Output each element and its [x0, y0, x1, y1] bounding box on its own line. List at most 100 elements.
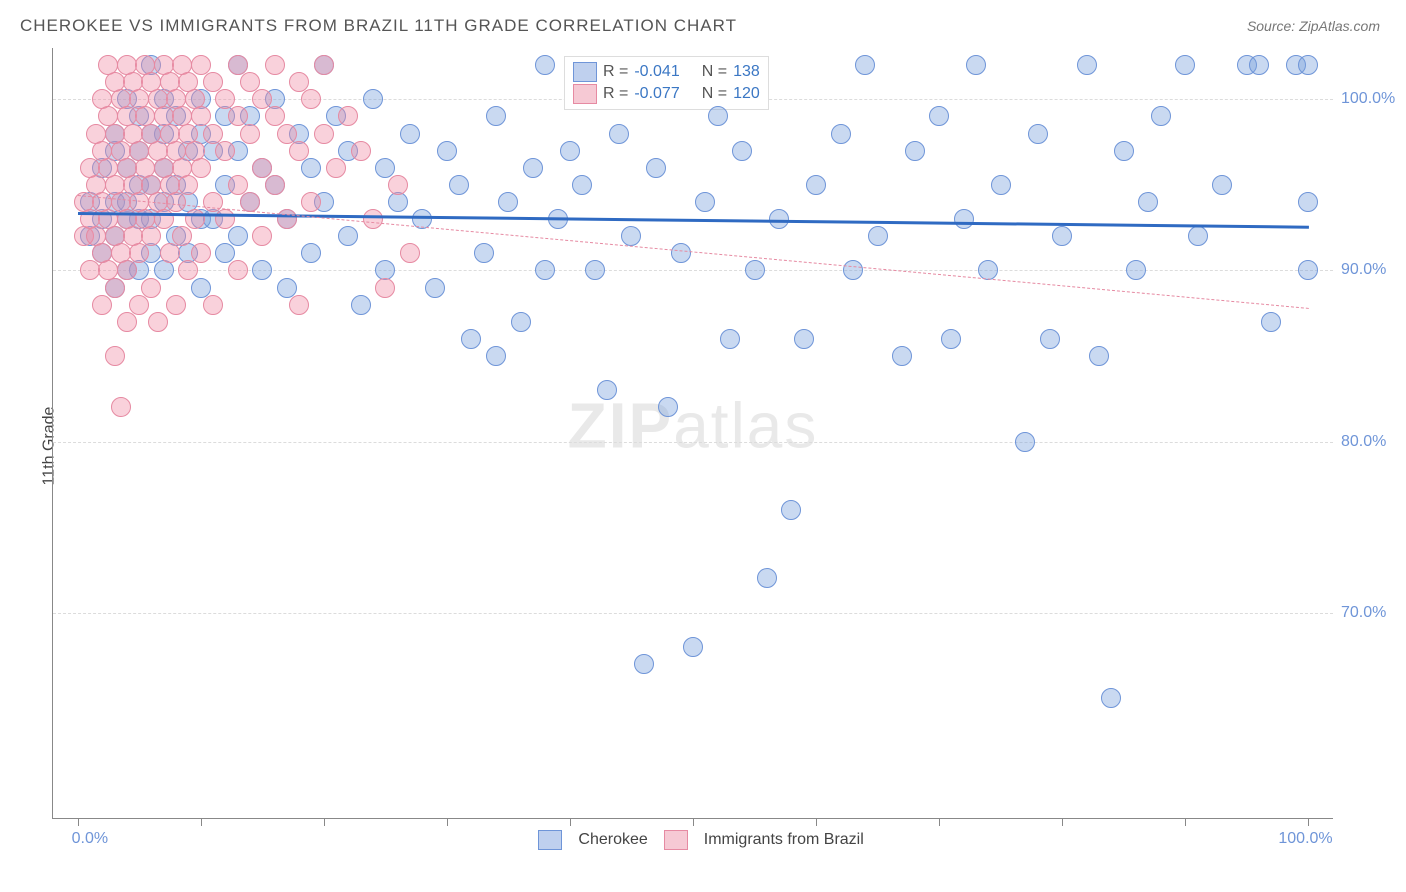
swatch-brazil — [664, 830, 688, 850]
data-point-cherokee — [929, 106, 949, 126]
data-point-cherokee — [941, 329, 961, 349]
data-point-cherokee — [301, 158, 321, 178]
data-point-brazil — [92, 295, 112, 315]
correlation-legend: R = -0.041 N = 138 R = -0.077 N = 120 — [564, 56, 769, 110]
data-point-cherokee — [757, 568, 777, 588]
watermark-bold: ZIP — [568, 390, 674, 462]
data-point-brazil — [363, 209, 383, 229]
trend-line-brazil — [78, 195, 1309, 309]
x-tick — [693, 818, 694, 826]
y-tick-label: 90.0% — [1341, 261, 1406, 279]
data-point-brazil — [314, 124, 334, 144]
data-point-cherokee — [597, 380, 617, 400]
data-point-cherokee — [781, 500, 801, 520]
data-point-cherokee — [1028, 124, 1048, 144]
n-label: N = — [702, 63, 727, 81]
data-point-cherokee — [1298, 55, 1318, 75]
data-point-brazil — [301, 89, 321, 109]
data-point-brazil — [166, 192, 186, 212]
data-point-cherokee — [535, 55, 555, 75]
x-tick — [447, 818, 448, 826]
brazil-r-value: -0.077 — [634, 85, 679, 103]
cherokee-n-value: 138 — [733, 63, 760, 81]
data-point-cherokee — [363, 89, 383, 109]
data-point-brazil — [277, 209, 297, 229]
data-point-cherokee — [905, 141, 925, 161]
swatch-cherokee — [538, 830, 562, 850]
data-point-cherokee — [634, 654, 654, 674]
data-point-brazil — [191, 158, 211, 178]
y-tick-label: 100.0% — [1341, 90, 1406, 108]
data-point-cherokee — [683, 637, 703, 657]
data-point-brazil — [215, 141, 235, 161]
data-point-brazil — [400, 243, 420, 263]
brazil-n-value: 120 — [733, 85, 760, 103]
r-label: R = — [603, 63, 628, 81]
data-point-brazil — [166, 295, 186, 315]
x-tick — [939, 818, 940, 826]
data-point-cherokee — [523, 158, 543, 178]
x-tick — [1185, 818, 1186, 826]
data-point-cherokee — [1249, 55, 1269, 75]
data-point-cherokee — [991, 175, 1011, 195]
x-tick-label: 0.0% — [72, 830, 108, 848]
data-point-brazil — [148, 312, 168, 332]
data-point-cherokee — [486, 106, 506, 126]
data-point-brazil — [265, 175, 285, 195]
data-point-cherokee — [1175, 55, 1195, 75]
data-point-cherokee — [646, 158, 666, 178]
data-point-brazil — [228, 260, 248, 280]
data-point-brazil — [289, 141, 309, 161]
data-point-cherokee — [1040, 329, 1060, 349]
x-tick — [816, 818, 817, 826]
data-point-cherokee — [1298, 192, 1318, 212]
data-point-brazil — [338, 106, 358, 126]
y-tick-label: 70.0% — [1341, 604, 1406, 622]
x-tick — [78, 818, 79, 826]
data-point-brazil — [388, 175, 408, 195]
data-point-cherokee — [191, 278, 211, 298]
data-point-brazil — [117, 260, 137, 280]
data-point-cherokee — [1212, 175, 1232, 195]
data-point-brazil — [252, 89, 272, 109]
r-label: R = — [603, 85, 628, 103]
data-point-cherokee — [855, 55, 875, 75]
data-point-cherokee — [375, 158, 395, 178]
data-point-brazil — [203, 124, 223, 144]
x-tick — [1308, 818, 1309, 826]
data-point-cherokee — [1261, 312, 1281, 332]
data-point-brazil — [289, 295, 309, 315]
legend-row-cherokee: R = -0.041 N = 138 — [573, 61, 760, 83]
data-point-cherokee — [831, 124, 851, 144]
data-point-brazil — [141, 226, 161, 246]
data-point-brazil — [203, 72, 223, 92]
data-point-cherokee — [498, 192, 518, 212]
n-label: N = — [702, 85, 727, 103]
x-tick — [1062, 818, 1063, 826]
data-point-cherokee — [1114, 141, 1134, 161]
data-point-cherokee — [461, 329, 481, 349]
cherokee-r-value: -0.041 — [634, 63, 679, 81]
data-point-brazil — [301, 192, 321, 212]
data-point-cherokee — [388, 192, 408, 212]
data-point-brazil — [111, 397, 131, 417]
data-point-brazil — [105, 278, 125, 298]
x-tick — [570, 818, 571, 826]
data-point-brazil — [129, 295, 149, 315]
data-point-cherokee — [425, 278, 445, 298]
data-point-cherokee — [1089, 346, 1109, 366]
data-point-brazil — [191, 55, 211, 75]
data-point-cherokee — [277, 278, 297, 298]
data-point-cherokee — [252, 260, 272, 280]
y-tick-label: 80.0% — [1341, 433, 1406, 451]
data-point-cherokee — [535, 260, 555, 280]
data-point-cherokee — [843, 260, 863, 280]
data-point-cherokee — [1077, 55, 1097, 75]
data-point-cherokee — [1052, 226, 1072, 246]
data-point-cherokee — [486, 346, 506, 366]
swatch-brazil — [573, 84, 597, 104]
data-point-brazil — [375, 278, 395, 298]
data-point-brazil — [326, 158, 346, 178]
scatter-plot-area: ZIPatlas 70.0%80.0%90.0%100.0%0.0%100.0% — [52, 48, 1333, 819]
data-point-cherokee — [868, 226, 888, 246]
